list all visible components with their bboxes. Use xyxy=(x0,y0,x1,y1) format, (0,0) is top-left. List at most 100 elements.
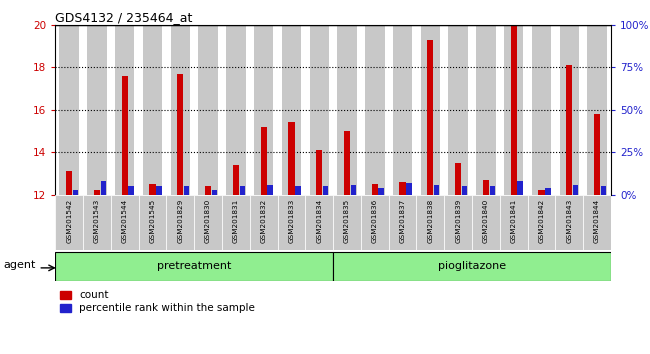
Bar xyxy=(83,195,111,250)
Bar xyxy=(511,25,517,195)
Bar xyxy=(111,195,138,250)
Text: GSM201844: GSM201844 xyxy=(594,199,600,243)
Bar xyxy=(372,184,378,195)
Text: GSM201543: GSM201543 xyxy=(94,199,100,243)
Text: GDS4132 / 235464_at: GDS4132 / 235464_at xyxy=(55,11,192,24)
Text: GSM201838: GSM201838 xyxy=(428,199,434,243)
Bar xyxy=(323,186,328,195)
Bar xyxy=(361,195,389,250)
Bar xyxy=(504,25,523,195)
Bar xyxy=(448,25,468,195)
Bar xyxy=(400,182,406,195)
Bar xyxy=(378,188,384,195)
Text: GSM201833: GSM201833 xyxy=(289,199,294,243)
Bar xyxy=(344,131,350,195)
Bar xyxy=(393,25,412,195)
Bar xyxy=(101,181,106,195)
Bar xyxy=(212,190,217,195)
Bar xyxy=(184,186,189,195)
Bar xyxy=(233,165,239,195)
Bar xyxy=(365,25,385,195)
Text: GSM201831: GSM201831 xyxy=(233,199,239,243)
Bar xyxy=(538,190,545,195)
Text: GSM201542: GSM201542 xyxy=(66,199,72,243)
Bar xyxy=(517,181,523,195)
Bar xyxy=(55,252,333,281)
Text: GSM201839: GSM201839 xyxy=(455,199,461,243)
Bar xyxy=(333,252,611,281)
Bar xyxy=(472,195,500,250)
Bar xyxy=(445,195,472,250)
Bar xyxy=(389,195,417,250)
Bar xyxy=(150,184,155,195)
Bar xyxy=(194,195,222,250)
Bar xyxy=(406,183,411,195)
Bar xyxy=(417,195,445,250)
Bar xyxy=(560,25,579,195)
Bar xyxy=(434,184,439,195)
Text: GSM201840: GSM201840 xyxy=(483,199,489,243)
Text: GSM201837: GSM201837 xyxy=(400,199,406,243)
Text: GSM201841: GSM201841 xyxy=(511,199,517,243)
Bar xyxy=(138,195,166,250)
Text: pioglitazone: pioglitazone xyxy=(438,261,506,272)
Bar xyxy=(337,25,357,195)
Bar xyxy=(588,25,607,195)
Bar xyxy=(489,186,495,195)
Text: GSM201836: GSM201836 xyxy=(372,199,378,243)
Bar xyxy=(250,195,278,250)
Bar xyxy=(254,25,274,195)
Text: GSM201835: GSM201835 xyxy=(344,199,350,243)
Bar xyxy=(166,195,194,250)
Bar xyxy=(309,25,329,195)
Bar xyxy=(59,25,79,195)
Bar xyxy=(601,186,606,195)
Bar xyxy=(573,184,578,195)
Bar xyxy=(115,25,135,195)
Bar xyxy=(306,195,333,250)
Text: GSM201830: GSM201830 xyxy=(205,199,211,243)
Bar xyxy=(427,40,434,195)
Bar xyxy=(55,195,83,250)
Bar xyxy=(170,25,190,195)
Bar xyxy=(240,186,245,195)
Bar xyxy=(226,25,246,195)
Bar xyxy=(122,76,128,195)
Text: pretreatment: pretreatment xyxy=(157,261,231,272)
Bar xyxy=(500,195,528,250)
Bar xyxy=(532,25,551,195)
Bar xyxy=(594,114,600,195)
Bar xyxy=(483,180,489,195)
Bar xyxy=(177,74,183,195)
Bar xyxy=(129,186,134,195)
Text: GSM201843: GSM201843 xyxy=(566,199,572,243)
Text: agent: agent xyxy=(3,260,36,270)
Text: GSM201842: GSM201842 xyxy=(539,199,545,243)
Bar xyxy=(528,195,556,250)
Bar xyxy=(316,150,322,195)
Legend: count, percentile rank within the sample: count, percentile rank within the sample xyxy=(60,290,255,313)
Text: GSM201544: GSM201544 xyxy=(122,199,127,243)
Bar xyxy=(289,122,294,195)
Bar xyxy=(73,190,78,195)
Bar xyxy=(583,195,611,250)
Bar xyxy=(333,195,361,250)
Text: GSM201832: GSM201832 xyxy=(261,199,266,243)
Bar xyxy=(476,25,496,195)
Bar xyxy=(281,25,301,195)
Bar xyxy=(295,186,300,195)
Bar xyxy=(261,127,266,195)
Bar xyxy=(462,186,467,195)
Bar xyxy=(278,195,306,250)
Bar xyxy=(87,25,107,195)
Bar xyxy=(94,190,100,195)
Bar xyxy=(421,25,440,195)
Bar xyxy=(545,188,551,195)
Bar xyxy=(198,25,218,195)
Bar xyxy=(455,163,461,195)
Text: GSM201834: GSM201834 xyxy=(317,199,322,243)
Bar xyxy=(555,195,583,250)
Text: GSM201829: GSM201829 xyxy=(177,199,183,243)
Bar xyxy=(205,186,211,195)
Bar xyxy=(156,186,162,195)
